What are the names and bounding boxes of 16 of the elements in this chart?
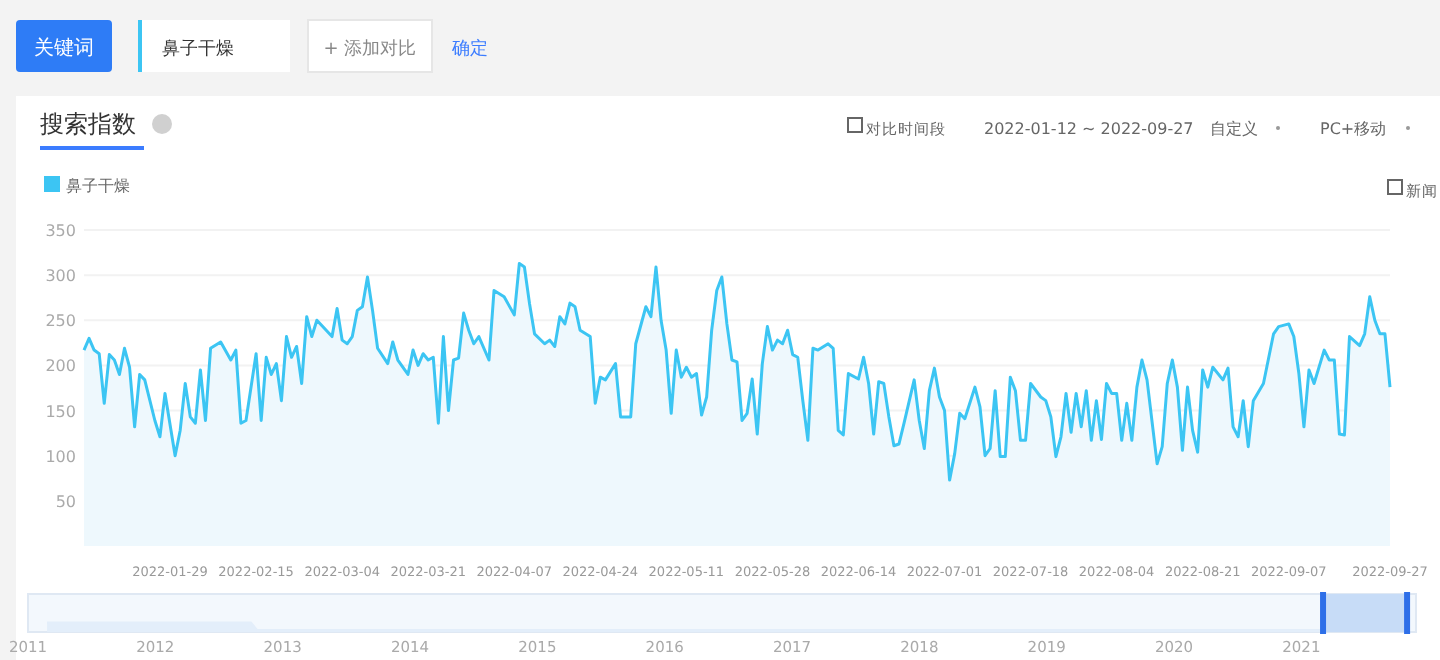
y-tick-label: 350 bbox=[45, 222, 76, 240]
y-tick-label: 100 bbox=[45, 447, 76, 466]
text: 2022-01-12 ~ 2022-09-27 bbox=[984, 120, 1194, 138]
y-tick-label: 200 bbox=[45, 357, 76, 376]
y-tick-label: 150 bbox=[45, 402, 76, 421]
chart-title: 搜索指数 bbox=[40, 110, 136, 138]
text: PC+移动 bbox=[1320, 120, 1387, 138]
text: + 添加对比 bbox=[323, 38, 417, 60]
y-tick-label: 50 bbox=[55, 492, 76, 511]
y-tick-label: 300 bbox=[45, 267, 76, 286]
text: 自定义 bbox=[1210, 120, 1258, 138]
y-tick-label: 250 bbox=[45, 312, 76, 331]
legend-label: 鼻子干燥 bbox=[66, 177, 130, 195]
text: 鼻子干燥 bbox=[162, 38, 234, 60]
text: 确定 bbox=[450, 38, 488, 60]
text: 关键词 bbox=[34, 36, 94, 60]
